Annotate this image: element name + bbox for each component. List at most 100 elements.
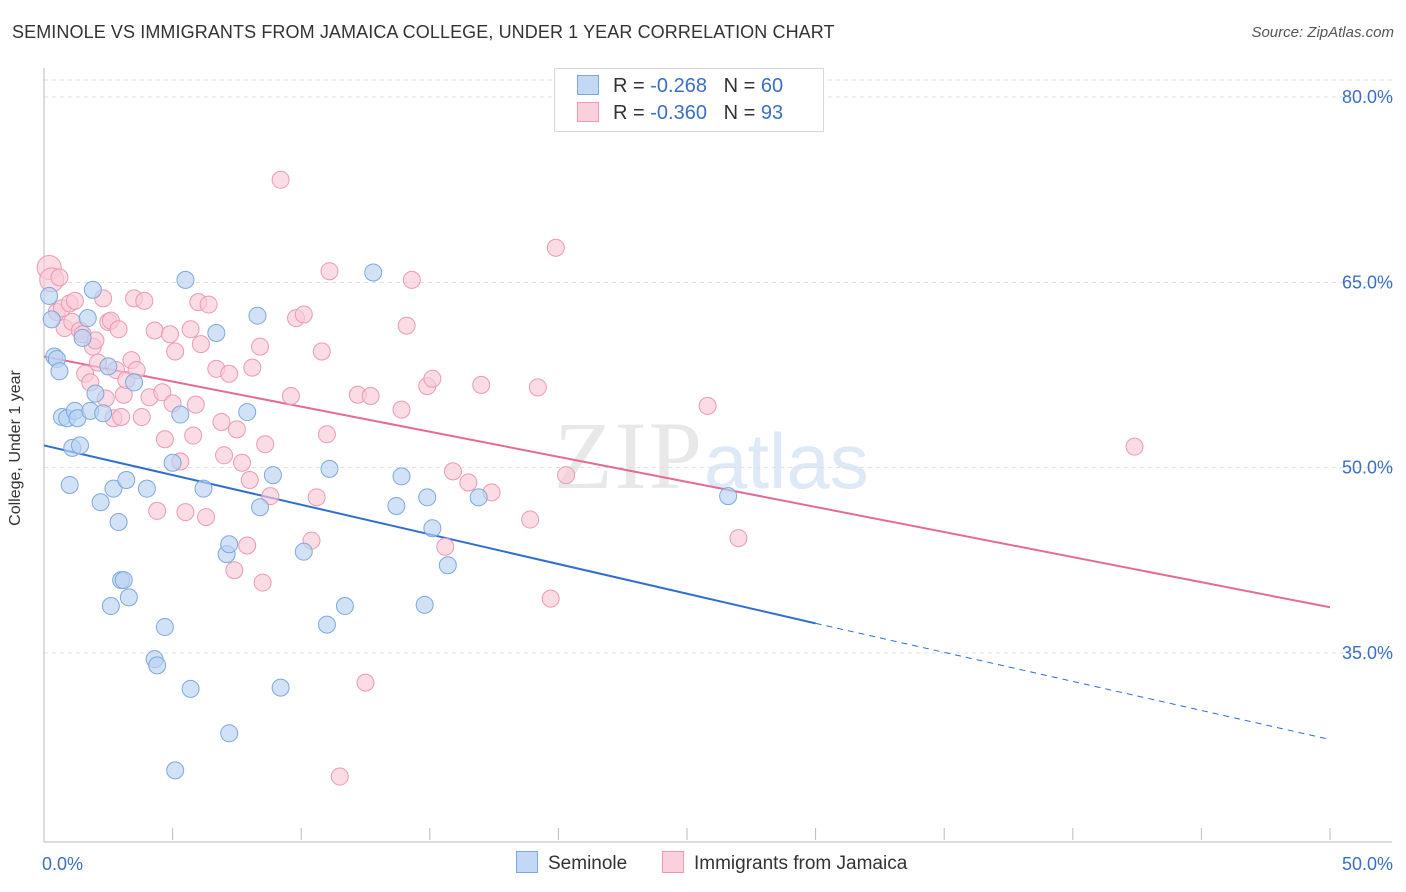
seminole-point xyxy=(125,373,144,392)
seminole-point xyxy=(719,487,738,506)
jamaica-point xyxy=(271,170,290,189)
seminole-point xyxy=(83,280,102,299)
jamaica-point xyxy=(212,412,231,431)
jamaica-point xyxy=(199,295,218,314)
seminole-point xyxy=(469,488,488,507)
jamaica-point xyxy=(459,473,478,492)
watermark: ZIPatlas xyxy=(554,400,869,511)
seminole-point xyxy=(163,453,182,472)
jamaica-point xyxy=(256,435,275,454)
correlation-legend: R = -0.268 N = 60 R = -0.360 N = 93 xyxy=(554,68,824,132)
jamaica-point xyxy=(402,270,421,289)
seminole-point xyxy=(50,362,69,381)
r-label: R = xyxy=(613,102,645,124)
jamaica-point xyxy=(50,268,69,287)
seminole-point xyxy=(137,479,156,498)
seminole-point xyxy=(392,467,411,486)
y-axis-label: College, Under 1 year xyxy=(7,370,24,526)
jamaica-point xyxy=(181,320,200,339)
jamaica-point xyxy=(546,238,565,257)
jamaica-point xyxy=(320,262,339,281)
jamaica-point xyxy=(541,589,560,608)
jamaica-point xyxy=(253,573,272,592)
chart-source: Source: ZipAtlas.com xyxy=(1251,24,1394,41)
y-tick-label: 65.0% xyxy=(1342,272,1393,292)
jamaica-point xyxy=(294,305,313,324)
seminole-point xyxy=(438,556,457,575)
seminole-point xyxy=(207,323,226,342)
y-tick-label: 50.0% xyxy=(1342,458,1393,478)
seminole-point xyxy=(238,403,257,422)
jamaica-trend-line xyxy=(43,355,1331,609)
seminole-point xyxy=(86,384,105,403)
seminole-n-value: 60 xyxy=(760,75,784,97)
jamaica-point xyxy=(145,321,164,340)
jamaica-point xyxy=(225,561,244,580)
legend-row-seminole: R = -0.268 N = 60 xyxy=(577,75,783,101)
seminole-point xyxy=(71,436,90,455)
jamaica-point xyxy=(361,387,380,406)
jamaica-point xyxy=(528,378,547,397)
seminole-point xyxy=(364,263,383,282)
jamaica-point xyxy=(155,430,174,449)
seminole-point xyxy=(42,310,61,329)
seminole-point xyxy=(418,488,437,507)
jamaica-point xyxy=(698,396,717,415)
jamaica-point xyxy=(281,387,300,406)
jamaica-point xyxy=(112,408,131,427)
jamaica-point xyxy=(109,320,128,339)
jamaica-point xyxy=(148,501,167,520)
jamaica-legend-swatch xyxy=(662,851,684,873)
watermark-zip: ZIP xyxy=(554,402,704,509)
jamaica-point xyxy=(307,488,326,507)
axes xyxy=(43,68,1392,843)
seminole-point xyxy=(73,328,92,347)
jamaica-point xyxy=(135,291,154,310)
seminole-point xyxy=(415,595,434,614)
jamaica-point xyxy=(220,364,239,383)
seminole-point xyxy=(117,471,136,490)
jamaica-point xyxy=(521,510,540,529)
chart-title: SEMINOLE VS IMMIGRANTS FROM JAMAICA COLL… xyxy=(12,22,835,42)
seminole-point xyxy=(248,306,267,325)
jamaica-point xyxy=(1125,437,1144,456)
jamaica-point xyxy=(186,395,205,414)
jamaica-point xyxy=(317,425,336,444)
seminole-point xyxy=(99,357,118,376)
seminole-point xyxy=(114,571,133,590)
legend-item-seminole: Seminole xyxy=(516,851,627,877)
seminole-point xyxy=(94,404,113,423)
jamaica-point xyxy=(729,529,748,548)
seminole-point xyxy=(148,656,167,675)
jamaica-point xyxy=(240,471,259,490)
legend-item-jamaica: Immigrants from Jamaica xyxy=(662,851,907,877)
seminole-point xyxy=(387,496,406,515)
seminole-point xyxy=(220,724,239,743)
jamaica-point xyxy=(397,316,416,335)
seminole-point xyxy=(155,618,174,637)
r-label: R = xyxy=(613,75,645,97)
seminole-point xyxy=(109,513,128,532)
jamaica-point xyxy=(197,508,216,527)
seminole-point xyxy=(181,679,200,698)
seminole-r-value: -0.268 xyxy=(650,75,707,97)
jamaica-point xyxy=(176,503,195,522)
tick-labels: 35.0% 50.0% 65.0% 80.0% 0.0% 50.0% xyxy=(42,87,1393,874)
seminole-point xyxy=(271,678,290,697)
jamaica-point xyxy=(557,466,576,485)
seminole-point xyxy=(423,519,442,538)
seminole-legend-swatch xyxy=(516,851,538,873)
jamaica-point xyxy=(251,337,270,356)
jamaica-point xyxy=(132,408,151,427)
seminole-point xyxy=(320,459,339,478)
seminole-point xyxy=(119,588,138,607)
seminole-point xyxy=(104,479,123,498)
seminole-point xyxy=(263,466,282,485)
seminole-point xyxy=(78,309,97,328)
seminole-trend-extension xyxy=(815,622,1331,740)
jamaica-point xyxy=(356,673,375,692)
seminole-point xyxy=(166,761,185,780)
jamaica-point xyxy=(153,383,172,402)
y-tick-label: 35.0% xyxy=(1342,643,1393,663)
jamaica-point xyxy=(215,446,234,465)
